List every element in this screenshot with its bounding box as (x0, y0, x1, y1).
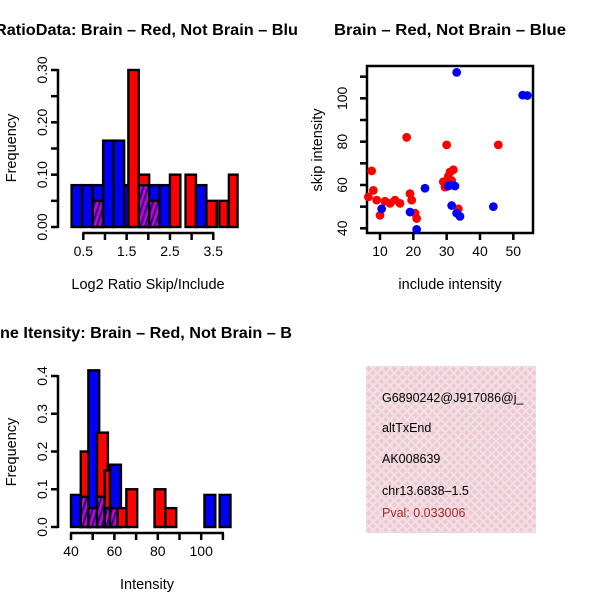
data-point-not_brain (488, 202, 498, 212)
data-point-not_brain (455, 211, 465, 221)
x-tick-label: 80 (150, 543, 166, 559)
data-point-brain (402, 132, 412, 142)
x-tick-label: 30 (439, 243, 455, 259)
histogram-bar-not_brain (70, 183, 84, 229)
y-tick-label: 40 (334, 220, 350, 236)
y-tick-label: 0.20 (34, 109, 50, 136)
data-point-brain (367, 166, 377, 176)
data-point-not_brain (450, 181, 460, 191)
data-point-not_brain (405, 207, 415, 217)
histogram-bar-not_brain (80, 183, 94, 229)
chart-title: RatioData: Brain – Red, Not Brain – Blu (0, 22, 298, 39)
x-axis-label: include intensity (398, 277, 502, 293)
y-tick-label: 0.2 (34, 442, 50, 462)
x-tick-label: 100 (190, 543, 214, 559)
data-point-brain (448, 165, 458, 175)
x-tick-label: 60 (107, 543, 123, 559)
data-point-not_brain (522, 91, 532, 100)
gene-id-text: G6890242@J917086@j_ (382, 391, 524, 405)
event-type-text: altTxEnd (382, 421, 432, 435)
y-tick-label: 0.10 (34, 161, 50, 188)
histogram-bar-brain (205, 199, 218, 229)
x-tick-label: 20 (406, 243, 422, 259)
intensity-histogram-panel: ne Itensity: Brain – Red, Not Brain – B I… (0, 325, 292, 593)
histogram-bar-overlap (147, 199, 161, 229)
histogram-bar-overlap (137, 183, 151, 229)
data-point-brain (442, 140, 452, 150)
histogram-bar-not_brain (158, 183, 172, 229)
histogram-bar-overlap (91, 199, 105, 229)
histogram-bar-not_brain (112, 139, 126, 229)
y-tick-label: 0.30 (34, 56, 50, 83)
histogram-bar-brain (184, 173, 198, 229)
locus-text: chr13.6838–1.5 (382, 484, 469, 498)
y-tick-label: 100 (334, 86, 350, 110)
y-axis-label: Frequency (4, 417, 20, 486)
y-axis-label: skip intensity (310, 108, 326, 192)
ratio-histogram-panel: RatioData: Brain – Red, Not Brain – Blu L… (0, 22, 298, 293)
x-tick-label: 40 (63, 543, 79, 559)
histogram-bar-brain (218, 199, 230, 229)
y-tick-label: 0.4 (34, 366, 50, 386)
x-axis-label: Log2 Ratio Skip/Include (71, 277, 224, 293)
x-tick-label: 10 (372, 243, 388, 259)
data-point-not_brain (420, 183, 430, 193)
histogram-bar-brain (227, 173, 239, 229)
plot-box (365, 64, 535, 235)
y-tick-label: 0.0 (34, 517, 50, 537)
histogram-bar-brain (164, 506, 178, 529)
x-axis-label: Intensity (120, 577, 175, 593)
histogram-bar-brain (168, 173, 182, 229)
data-point-brain (363, 192, 373, 202)
data-point-brain (412, 214, 422, 223)
info-box: G6890242@J917086@j_ altTxEnd AK008639 ch… (366, 366, 536, 533)
y-tick-label: 80 (334, 134, 350, 150)
data-point-brain (395, 198, 405, 208)
histogram-bar-brain (153, 488, 167, 529)
histogram-bar-brain (127, 68, 140, 229)
histogram-bar-not_brain (194, 183, 208, 229)
chart-title: Brain – Red, Not Brain – Blue (334, 22, 566, 39)
data-point-brain (368, 185, 378, 195)
x-tick-label: 0.5 (74, 243, 94, 259)
y-tick-label: 0.3 (34, 404, 50, 424)
data-point-not_brain (377, 204, 387, 214)
data-point-brain (372, 195, 382, 205)
fit-line-brain (404, 66, 482, 233)
y-tick-label: 0.00 (34, 213, 50, 240)
histogram-bar-not_brain (101, 139, 115, 229)
data-point-brain (493, 140, 503, 150)
pval-text: Pval: 0.033006 (382, 506, 466, 520)
y-axis-label: Frequency (4, 113, 20, 182)
x-tick-label: 2.5 (160, 243, 180, 259)
fit-line-not_brain (423, 95, 528, 234)
data-point-not_brain (447, 201, 457, 210)
y-tick-label: 0.1 (34, 479, 50, 499)
data-point-not_brain (412, 224, 422, 234)
x-tick-label: 3.5 (204, 243, 224, 259)
data-point-not_brain (452, 67, 462, 77)
histogram-bar-not_brain (203, 493, 217, 529)
x-tick-label: 40 (472, 243, 488, 259)
scatter-plot-panel: Brain – Red, Not Brain – Blue include int… (310, 22, 566, 293)
histogram-bar-brain (125, 488, 139, 529)
y-tick-label: 60 (334, 177, 350, 193)
chart-title: ne Itensity: Brain – Red, Not Brain – B (0, 325, 292, 342)
histogram-bar-not_brain (218, 493, 232, 529)
x-tick-label: 1.5 (117, 243, 137, 259)
accession-text: AK008639 (382, 452, 441, 466)
x-tick-label: 50 (506, 243, 522, 259)
data-point-brain (407, 195, 417, 205)
